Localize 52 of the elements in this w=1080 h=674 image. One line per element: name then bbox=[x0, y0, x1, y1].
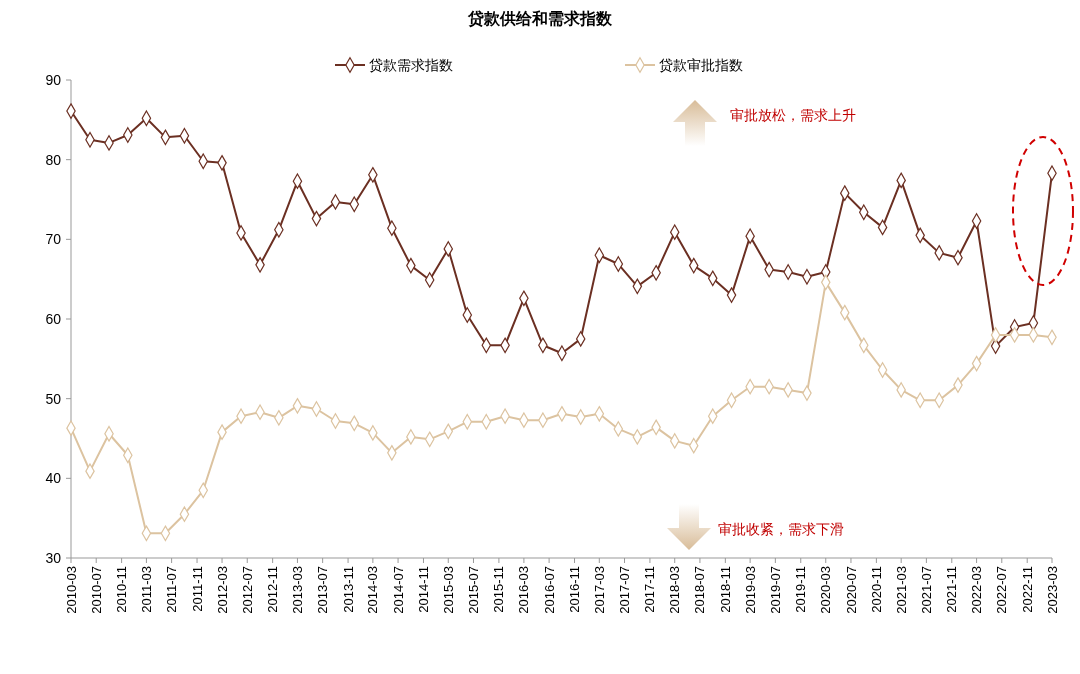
x-tick-label: 2010-11 bbox=[114, 566, 130, 613]
x-tick-label: 2015-07 bbox=[466, 566, 482, 614]
x-tick-label: 2016-03 bbox=[516, 566, 532, 614]
x-tick-label: 2011-07 bbox=[164, 566, 180, 613]
y-tick-label: 40 bbox=[45, 470, 62, 487]
legend-label: 贷款审批指数 bbox=[659, 56, 743, 73]
x-tick-label: 2019-11 bbox=[793, 566, 809, 613]
y-tick-label: 90 bbox=[45, 71, 62, 88]
x-tick-label: 2014-11 bbox=[416, 566, 432, 613]
chart-title: 贷款供给和需求指数 bbox=[467, 10, 613, 28]
x-tick-label: 2010-07 bbox=[88, 566, 104, 614]
y-tick-label: 30 bbox=[45, 549, 62, 566]
x-tick-label: 2012-07 bbox=[239, 566, 255, 614]
legend-label: 贷款需求指数 bbox=[369, 56, 453, 73]
x-tick-label: 2020-11 bbox=[868, 566, 884, 613]
x-tick-label: 2022-03 bbox=[969, 566, 985, 614]
x-tick-label: 2023-03 bbox=[1044, 566, 1060, 614]
annotation: 审批收紧，需求下滑 bbox=[718, 520, 844, 537]
y-tick-label: 60 bbox=[45, 310, 62, 327]
x-tick-label: 2016-07 bbox=[541, 566, 557, 614]
y-tick-label: 50 bbox=[45, 390, 62, 407]
x-tick-label: 2020-03 bbox=[818, 566, 834, 614]
x-tick-label: 2021-07 bbox=[918, 566, 934, 614]
x-tick-label: 2014-03 bbox=[365, 566, 381, 614]
x-tick-label: 2013-11 bbox=[340, 566, 356, 613]
x-tick-label: 2014-07 bbox=[390, 566, 406, 614]
x-tick-label: 2015-11 bbox=[491, 566, 507, 613]
x-tick-label: 2021-03 bbox=[893, 566, 909, 614]
annotation: 审批放松，需求上升 bbox=[730, 106, 856, 123]
x-tick-label: 2016-11 bbox=[567, 566, 583, 613]
x-tick-label: 2013-03 bbox=[290, 566, 305, 614]
y-tick-label: 80 bbox=[45, 151, 62, 168]
x-tick-label: 2022-11 bbox=[1019, 566, 1035, 613]
x-tick-label: 2012-11 bbox=[265, 566, 281, 613]
x-tick-label: 2019-07 bbox=[767, 566, 783, 614]
x-tick-label: 2018-03 bbox=[667, 566, 683, 614]
x-tick-label: 2017-07 bbox=[617, 566, 633, 614]
x-tick-label: 2018-11 bbox=[717, 566, 733, 613]
y-tick-label: 70 bbox=[45, 231, 62, 248]
x-tick-label: 2017-11 bbox=[642, 566, 658, 613]
x-tick-label: 2021-11 bbox=[944, 566, 960, 613]
x-tick-label: 2022-07 bbox=[994, 566, 1010, 614]
x-tick-label: 2013-07 bbox=[315, 566, 331, 614]
x-tick-label: 2017-03 bbox=[591, 566, 607, 614]
x-tick-label: 2010-03 bbox=[63, 566, 79, 614]
x-tick-label: 2011-03 bbox=[138, 566, 154, 613]
x-tick-label: 2011-11 bbox=[189, 566, 205, 612]
x-tick-label: 2020-07 bbox=[843, 566, 859, 614]
x-tick-label: 2015-03 bbox=[440, 566, 456, 614]
x-tick-label: 2019-03 bbox=[742, 566, 758, 614]
x-tick-label: 2018-07 bbox=[692, 566, 708, 614]
x-tick-label: 2012-03 bbox=[214, 566, 230, 614]
